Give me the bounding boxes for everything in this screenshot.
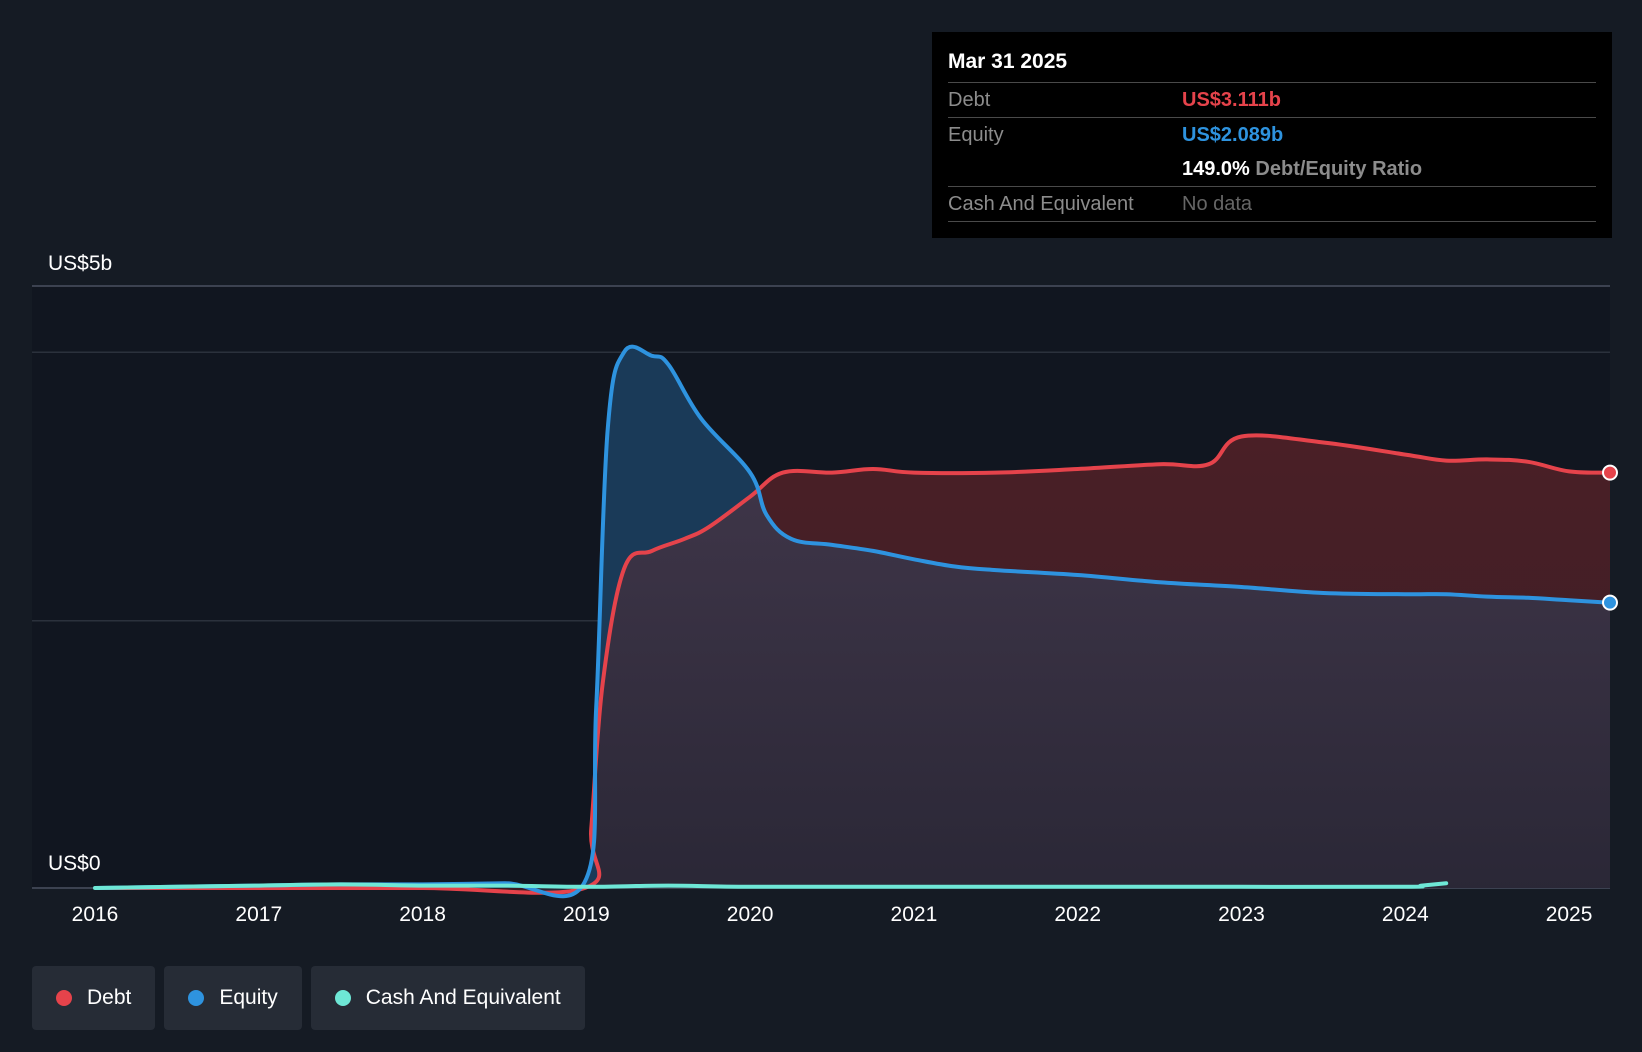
y-tick-label: US$5b: [48, 252, 112, 275]
tooltip-cash-row: Cash And Equivalent No data: [948, 187, 1596, 222]
legend-item-equity[interactable]: Equity: [164, 966, 302, 1030]
tooltip-equity-label: Equity: [948, 124, 1004, 146]
tooltip-debt-value: US$3.111b: [1182, 89, 1281, 111]
legend-dot-debt: [56, 990, 72, 1006]
x-tick-label: 2018: [399, 903, 446, 926]
debt-line: [95, 433, 1611, 895]
tooltip-ratio-value: 149.0%: [1182, 158, 1250, 180]
legend-label-equity: Equity: [219, 986, 278, 1009]
legend: Debt Equity Cash And Equivalent: [32, 966, 594, 1030]
equity-end-point: [1602, 594, 1618, 611]
legend-dot-equity: [188, 990, 205, 1006]
x-tick-label: 2023: [1218, 903, 1265, 926]
tooltip-cash-label: Cash And Equivalent: [948, 193, 1134, 215]
x-tick-label: 2017: [235, 903, 282, 926]
tooltip-debt-row: Debt US$3.111b: [948, 83, 1596, 118]
legend-item-debt[interactable]: Debt: [32, 966, 156, 1030]
legend-dot-cash: [334, 990, 351, 1006]
x-tick-label: 2024: [1382, 903, 1429, 926]
legend-label-cash: Cash And Equivalent: [365, 986, 561, 1009]
overlap-area: [95, 435, 1610, 893]
x-tick-label: 2019: [563, 903, 610, 926]
tooltip-ratio-row: 149.0% Debt/Equity Ratio: [948, 152, 1596, 187]
series-end-markers: [1602, 464, 1618, 611]
tooltip-debt-label: Debt: [948, 89, 991, 111]
debt-end-point: [1602, 464, 1618, 481]
x-tick-label: 2016: [72, 903, 119, 926]
y-tick-label: US$0: [48, 852, 101, 875]
legend-label-debt: Debt: [87, 986, 132, 1009]
tooltip-cash-value: No data: [1182, 193, 1253, 215]
legend-item-cash[interactable]: Cash And Equivalent: [310, 966, 585, 1030]
series-areas: [95, 346, 1610, 897]
x-tick-label: 2022: [1054, 903, 1101, 926]
tooltip-equity-value: US$2.089b: [1182, 124, 1284, 146]
series-lines: [93, 344, 1611, 899]
tooltip-panel: Mar 31 2025 Debt US$3.111b Equity US$2.0…: [932, 32, 1612, 238]
tooltip-date: Mar 31 2025: [948, 46, 1596, 83]
tooltip-ratio: 149.0% Debt/Equity Ratio: [1182, 152, 1422, 186]
tooltip-equity-row: Equity US$2.089b: [948, 118, 1596, 152]
x-tick-label: 2025: [1546, 903, 1593, 926]
cash-line: [93, 881, 1449, 890]
tooltip-ratio-label: Debt/Equity Ratio: [1255, 158, 1423, 180]
axis-labels: 2016 2017 2018 2019 2020 2021 2022 2023 2024 2025…: [48, 252, 1592, 926]
equity-line: [94, 344, 1611, 899]
x-tick-label: 2021: [891, 903, 938, 926]
x-tick-label: 2020: [727, 903, 774, 926]
